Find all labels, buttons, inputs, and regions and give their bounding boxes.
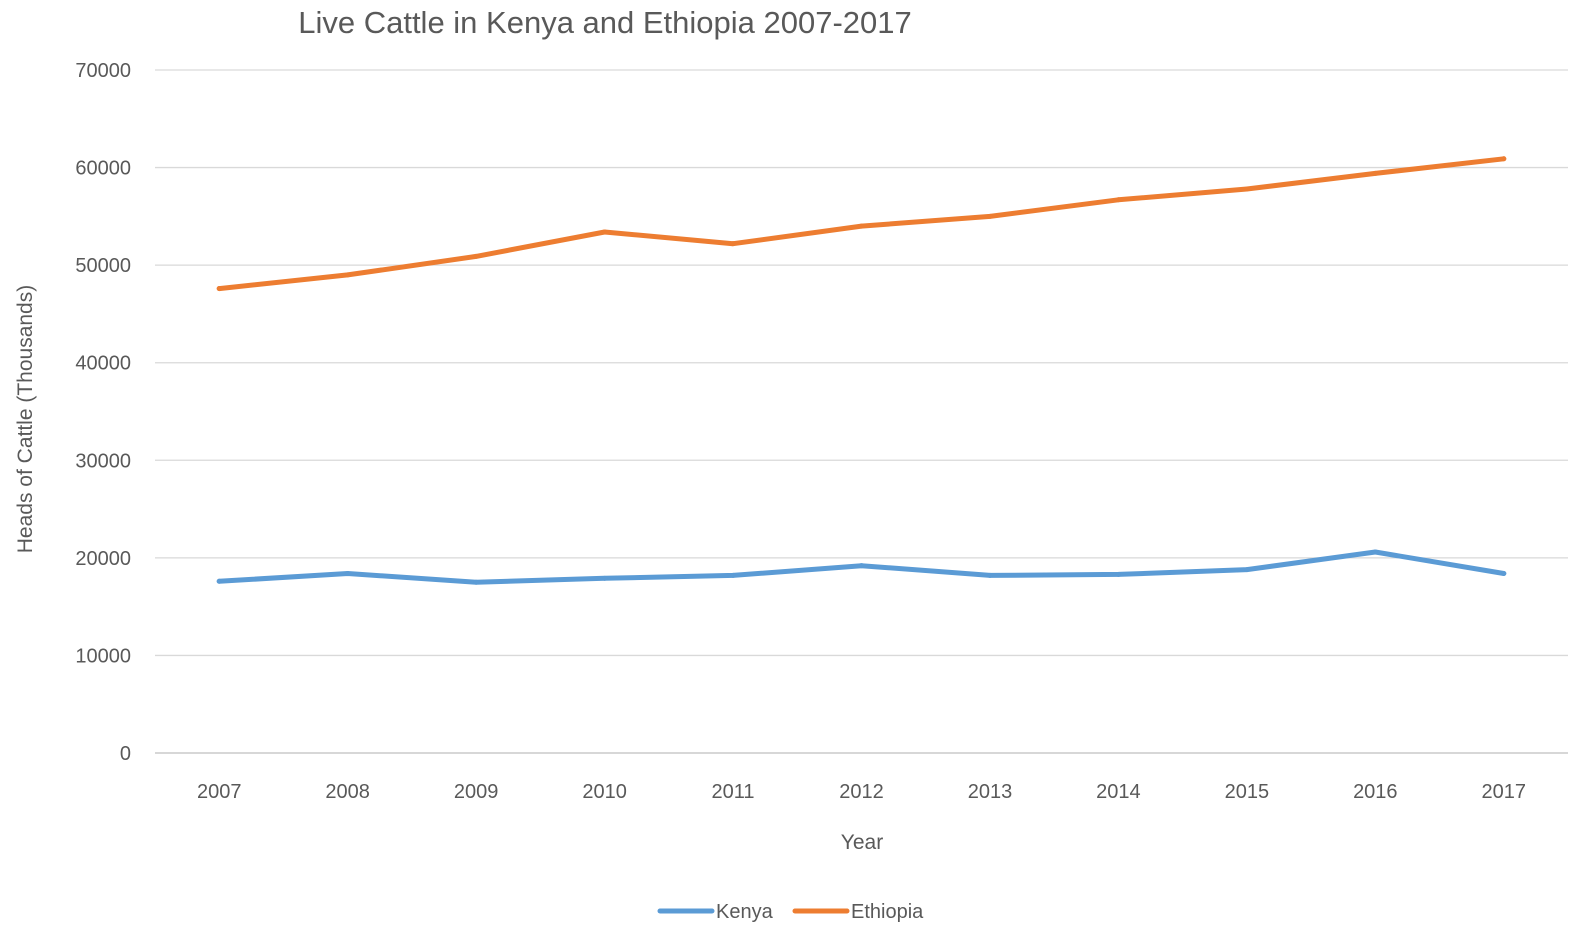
data-point-ethiopia	[1115, 197, 1121, 203]
y-tick-label: 70000	[75, 60, 131, 82]
x-tick-label: 2008	[325, 781, 370, 803]
y-tick-label: 0	[120, 743, 131, 765]
data-point-kenya	[859, 563, 864, 569]
legend-label-kenya: Kenya	[716, 901, 774, 923]
x-tick-label: 2011	[712, 781, 755, 803]
data-point-kenya	[602, 575, 608, 581]
data-point-kenya	[730, 572, 736, 578]
data-point-ethiopia	[1244, 186, 1250, 192]
data-point-kenya	[1372, 549, 1378, 555]
series-lines	[216, 156, 1507, 585]
data-point-ethiopia	[987, 213, 993, 219]
x-tick-label: 2015	[1225, 781, 1270, 803]
y-axis-ticks: 0 10000 20000 30000 40000 50000 60000 70000	[75, 60, 131, 765]
legend-label-ethiopia: Ethiopia	[851, 901, 924, 923]
data-point-ethiopia	[859, 223, 864, 229]
x-axis-label: Year	[841, 831, 883, 854]
data-point-ethiopia	[473, 253, 479, 259]
x-tick-label: 2007	[197, 781, 242, 803]
data-point-ethiopia	[1372, 170, 1378, 176]
data-point-kenya	[987, 572, 993, 578]
x-tick-label: 2017	[1482, 781, 1527, 803]
y-tick-label: 10000	[75, 645, 131, 667]
data-point-kenya	[1244, 567, 1250, 573]
x-tick-label: 2016	[1353, 781, 1398, 803]
x-tick-label: 2009	[454, 781, 499, 803]
gridlines	[155, 69, 1568, 754]
data-point-ethiopia	[216, 286, 222, 292]
x-axis-ticks: 2007 2008 2009 2010 2011 2012 2013 2014 2015 2016…	[197, 781, 1526, 803]
data-point-ethiopia	[730, 241, 736, 247]
legend: Kenya Ethiopia	[657, 901, 924, 923]
x-tick-label: 2014	[1096, 781, 1141, 803]
data-point-kenya	[345, 570, 351, 576]
data-point-kenya	[216, 578, 222, 584]
y-tick-label: 20000	[75, 548, 131, 570]
y-tick-label: 30000	[75, 450, 131, 472]
y-axis-label: Heads of Cattle (Thousands)	[14, 285, 37, 553]
y-tick-label: 50000	[75, 255, 131, 277]
x-tick-label: 2012	[839, 781, 884, 803]
data-point-kenya	[1501, 570, 1507, 576]
data-point-ethiopia	[345, 272, 351, 278]
data-point-kenya	[473, 579, 479, 585]
x-tick-label: 2013	[968, 781, 1013, 803]
x-tick-label: 2010	[582, 781, 627, 803]
y-tick-label: 40000	[75, 353, 131, 375]
data-point-ethiopia	[602, 229, 608, 235]
y-tick-label: 60000	[75, 158, 131, 180]
chart-title: Live Cattle in Kenya and Ethiopia 2007-2…	[298, 5, 912, 40]
data-point-ethiopia	[1501, 156, 1507, 162]
data-point-kenya	[1115, 571, 1121, 577]
